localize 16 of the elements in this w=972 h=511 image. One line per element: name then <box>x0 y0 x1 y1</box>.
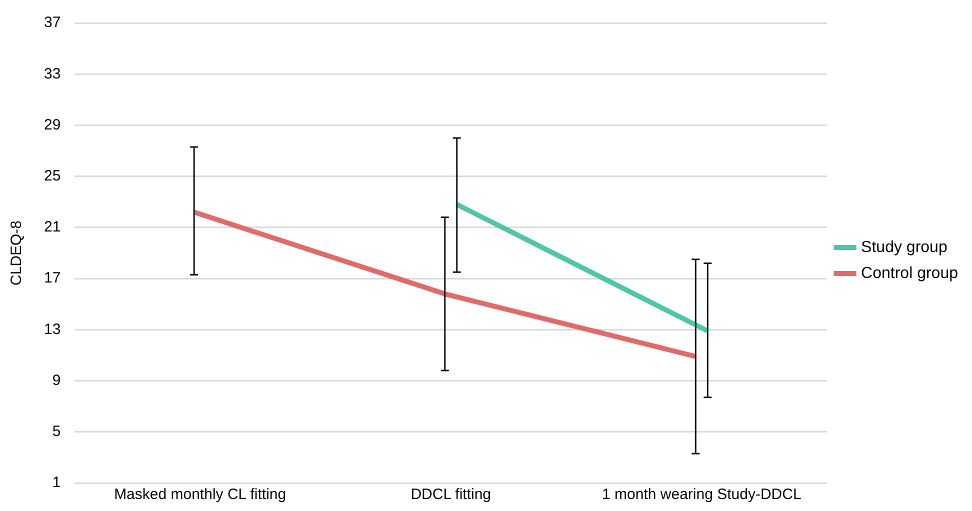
legend-label: Study group <box>861 238 948 256</box>
y-tick-label: 9 <box>52 372 61 389</box>
y-tick-label: 25 <box>44 167 61 184</box>
x-tick-label: DDCL fitting <box>410 486 492 504</box>
y-tick-label: 13 <box>44 320 61 338</box>
y-tick-label: 17 <box>44 270 61 287</box>
y-tick-label: 33 <box>44 65 61 82</box>
y-axis-title: CLDEQ-8 <box>8 220 26 286</box>
x-tick-label: Masked monthly CL fitting <box>114 486 286 504</box>
y-tick-label: 5 <box>52 423 61 440</box>
y-tick-label: 29 <box>44 116 61 134</box>
x-tick-label: 1 month wearing Study-DDCL <box>602 486 802 504</box>
y-tick-label: 37 <box>44 14 61 32</box>
y-tick-label: 21 <box>44 218 61 236</box>
y-tick-label: 1 <box>52 474 61 492</box>
legend-label: Control group <box>861 264 958 282</box>
